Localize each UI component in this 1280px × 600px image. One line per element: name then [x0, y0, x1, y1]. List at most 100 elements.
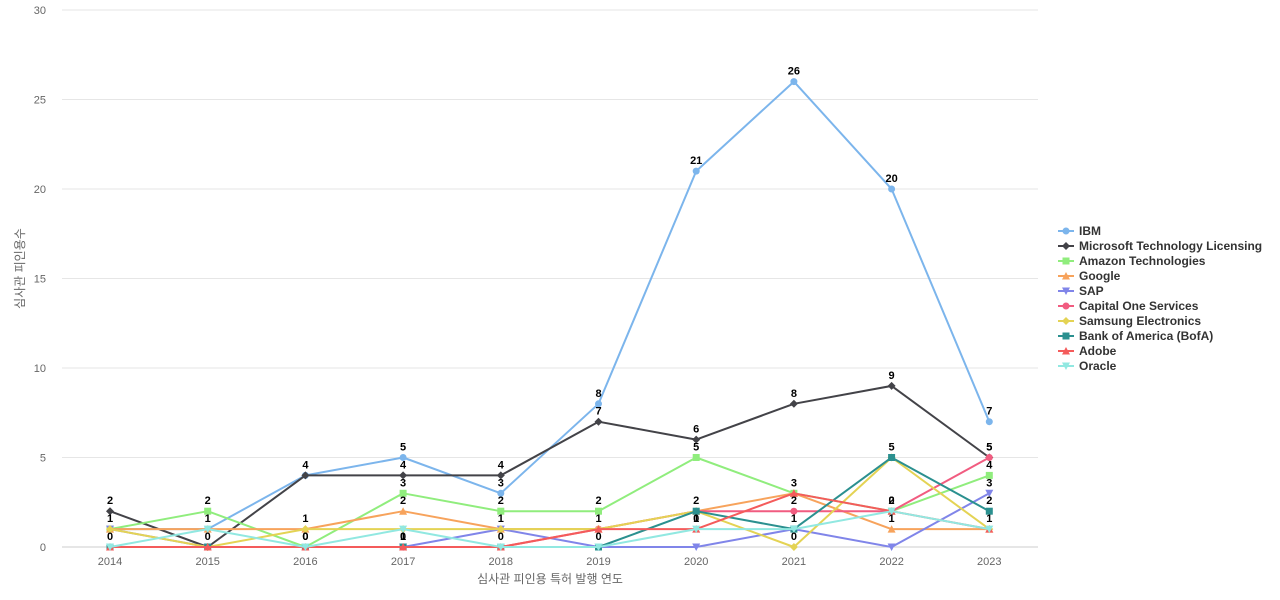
- x-tick-label: 2020: [684, 556, 708, 568]
- data-label: 5: [693, 442, 699, 454]
- legend-item: SAP: [1058, 284, 1104, 298]
- series-line: [109, 492, 991, 548]
- y-tick-label: 15: [34, 274, 46, 286]
- data-point: [888, 185, 896, 193]
- data-point: [692, 507, 700, 515]
- legend-item: Oracle: [1058, 359, 1117, 373]
- data-label: 1: [400, 531, 406, 543]
- y-tick-label: 30: [34, 5, 46, 17]
- data-point: [692, 543, 701, 551]
- legend-label: Samsung Electronics: [1079, 314, 1201, 328]
- legend-item: Capital One Services: [1058, 299, 1199, 313]
- data-label: 0: [205, 531, 211, 543]
- data-point: [399, 489, 407, 497]
- data-label: 9: [889, 370, 895, 382]
- data-label: 0: [791, 531, 797, 543]
- data-point: [594, 543, 603, 551]
- data-point: [887, 525, 896, 533]
- data-label: 0: [498, 531, 504, 543]
- data-point: [790, 78, 798, 86]
- data-label: 5: [889, 442, 895, 454]
- x-tick-label: 2018: [489, 556, 513, 568]
- data-label: 2: [498, 495, 504, 507]
- series-line: [109, 456, 991, 548]
- legend-item: Microsoft Technology Licensing: [1058, 239, 1262, 253]
- data-label: 2: [400, 495, 406, 507]
- data-label: 1: [498, 513, 504, 525]
- data-label: 5: [400, 442, 406, 454]
- data-label: 7: [986, 406, 992, 418]
- data-point: [789, 543, 798, 551]
- data-label: 4: [400, 459, 407, 471]
- legend-marker: [1062, 362, 1070, 370]
- data-point: [399, 507, 408, 515]
- data-point: [595, 507, 602, 515]
- x-tick-label: 2023: [977, 556, 1001, 568]
- data-label: 26: [788, 66, 800, 78]
- data-label: 0: [595, 531, 601, 543]
- data-label: 4: [302, 459, 309, 471]
- data-point: [106, 525, 114, 534]
- data-point: [496, 525, 505, 534]
- data-point: [985, 489, 994, 498]
- legend-item: Google: [1058, 269, 1121, 283]
- series-group: [106, 381, 994, 551]
- legend-marker: [1062, 257, 1070, 265]
- data-label: 3: [791, 477, 797, 489]
- legend-label: Oracle: [1079, 359, 1117, 373]
- data-point: [887, 381, 896, 390]
- data-point: [399, 525, 408, 534]
- y-tick-label: 10: [34, 363, 46, 375]
- legend-item: Amazon Technologies: [1058, 254, 1206, 268]
- series-line: [109, 80, 991, 531]
- x-axis-title: 심사관 피인용 특허 발행 연도: [477, 571, 623, 586]
- series-line: [109, 456, 991, 548]
- legend-marker: [1062, 227, 1070, 235]
- data-label: 2: [595, 495, 601, 507]
- series-lines: [106, 78, 994, 551]
- data-point: [203, 525, 212, 534]
- data-label: 4: [498, 459, 505, 471]
- data-label: 3: [986, 477, 992, 489]
- data-label: 1: [595, 513, 601, 525]
- data-label: 8: [791, 388, 797, 400]
- data-point: [887, 507, 896, 516]
- x-tick-label: 2022: [879, 556, 903, 568]
- data-point: [399, 543, 408, 551]
- data-label: 5: [986, 442, 992, 454]
- data-label: 1: [205, 513, 211, 525]
- data-label: 2: [889, 495, 895, 507]
- data-point: [301, 471, 310, 480]
- data-label: 1: [107, 513, 113, 525]
- series-group: [106, 507, 994, 551]
- data-point: [204, 507, 212, 515]
- legend-item: Bank of America (BofA): [1058, 329, 1213, 343]
- data-point: [203, 543, 212, 551]
- legend-marker: [1062, 347, 1070, 355]
- data-point: [692, 167, 700, 175]
- data-point: [789, 399, 798, 408]
- y-axis-title: 심사관 피인용수: [13, 228, 27, 309]
- data-label: 2: [693, 495, 699, 507]
- data-label: 0: [693, 513, 699, 525]
- data-label: 20: [885, 173, 897, 185]
- data-label: 21: [690, 155, 702, 167]
- data-point: [985, 507, 993, 515]
- x-tick-label: 2015: [195, 556, 219, 568]
- legend-item: Samsung Electronics: [1058, 314, 1201, 328]
- data-point: [497, 489, 505, 497]
- data-point: [985, 454, 993, 461]
- data-label: 1: [791, 513, 797, 525]
- legend-label: Bank of America (BofA): [1079, 329, 1213, 343]
- data-label: 0: [107, 531, 113, 543]
- data-point: [594, 525, 603, 533]
- legend-item: Adobe: [1058, 344, 1117, 358]
- data-point: [301, 543, 310, 551]
- legend-label: Microsoft Technology Licensing: [1079, 239, 1262, 253]
- y-tick-label: 20: [34, 184, 46, 196]
- data-label: 0: [889, 495, 895, 507]
